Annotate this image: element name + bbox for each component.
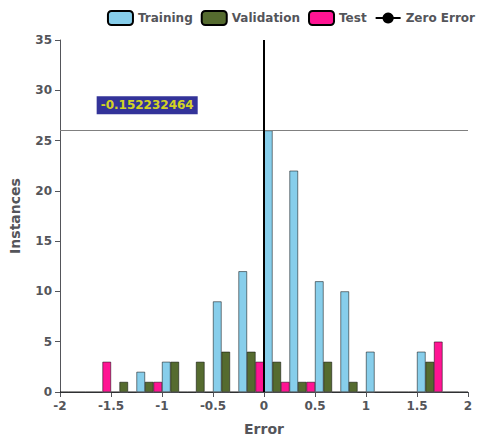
svg-text:-1: -1 (155, 399, 168, 413)
svg-text:0: 0 (44, 385, 52, 399)
svg-text:10: 10 (35, 284, 52, 298)
svg-text:Error: Error (244, 421, 284, 437)
svg-text:-2: -2 (53, 399, 66, 413)
svg-text:-1.5: -1.5 (98, 399, 124, 413)
svg-text:Validation: Validation (232, 11, 300, 25)
svg-text:5: 5 (44, 335, 52, 349)
svg-text:35: 35 (35, 33, 52, 47)
svg-text:2: 2 (464, 399, 472, 413)
svg-text:Instances: Instances (7, 178, 23, 254)
svg-text:Training: Training (138, 11, 193, 25)
svg-text:20: 20 (35, 184, 52, 198)
svg-text:30: 30 (35, 83, 52, 97)
svg-text:0.5: 0.5 (304, 399, 325, 413)
svg-text:1: 1 (362, 399, 370, 413)
svg-text:0: 0 (260, 399, 268, 413)
svg-text:Zero Error: Zero Error (406, 11, 475, 25)
svg-text:-0.152232464: -0.152232464 (101, 98, 194, 112)
svg-text:Test: Test (339, 11, 367, 25)
svg-text:-0.5: -0.5 (200, 399, 226, 413)
svg-text:25: 25 (35, 134, 52, 148)
svg-text:1.5: 1.5 (406, 399, 427, 413)
svg-text:15: 15 (35, 234, 52, 248)
